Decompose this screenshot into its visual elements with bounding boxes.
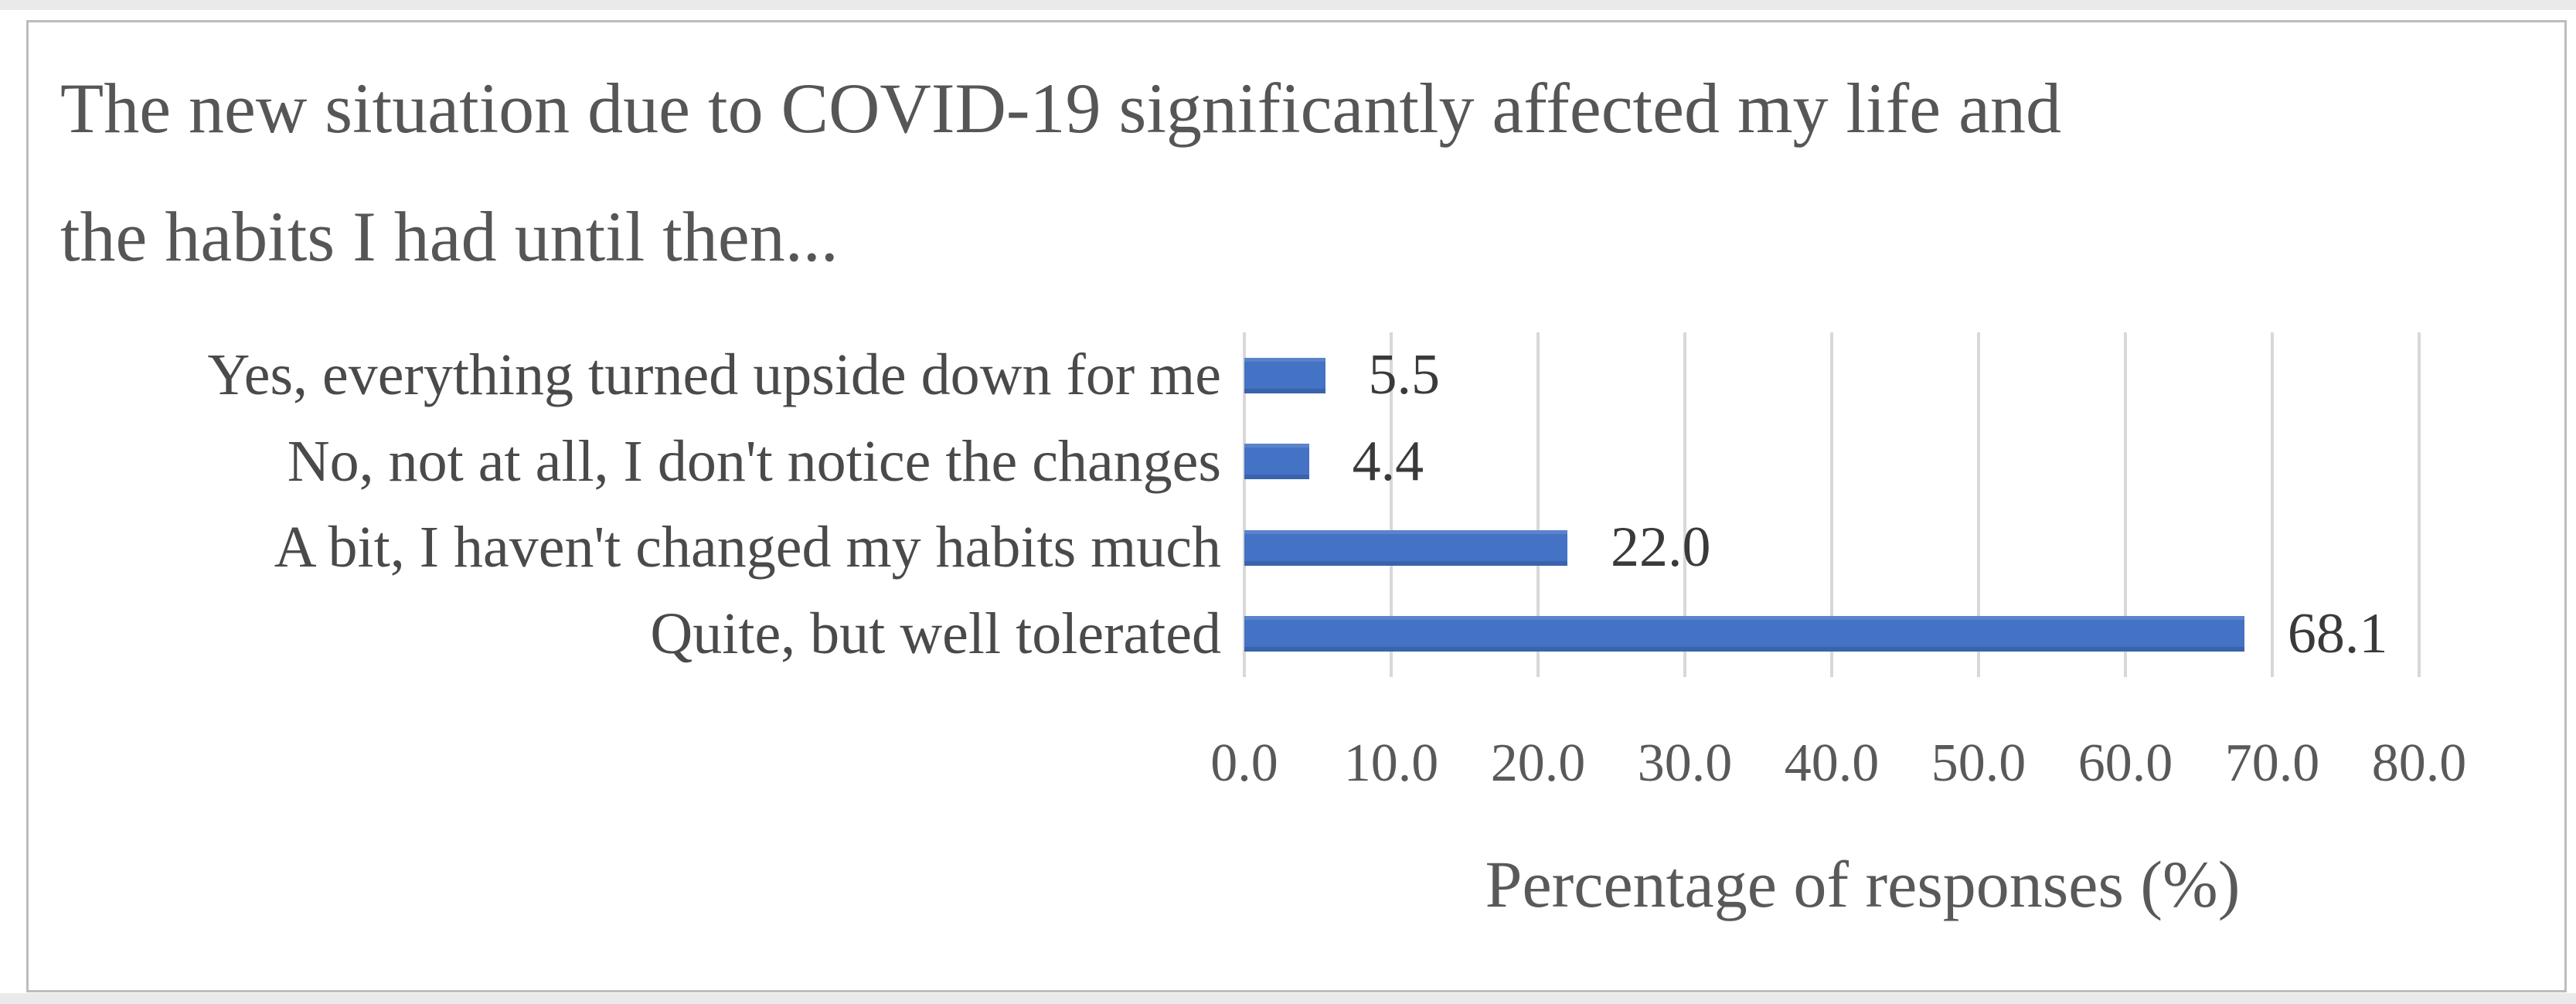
gridline [1243,332,1246,677]
x-tick-label: 70.0 [2224,733,2320,793]
gridline [2418,332,2421,677]
category-label: A bit, I haven't changed my habits much [274,515,1221,580]
x-tick-label: 60.0 [2077,733,2173,793]
gridline [1977,332,1980,677]
value-label: 4.4 [1352,429,1424,493]
bar [1244,616,2244,652]
bars-layer: 5.5 4.4 22.0 68.1 [1244,332,2419,677]
figure-border [26,20,2567,992]
gridline [1683,332,1686,677]
bar [1244,444,1309,480]
bar [1244,357,1325,393]
category-axis-labels: Yes, everything turned upside down for m… [54,332,1221,677]
x-axis-tick-labels: 0.0 10.0 20.0 30.0 40.0 50.0 60.0 70.0 80.0 [1210,733,2466,802]
x-axis-title: Percentage of responses (%) [1485,847,2241,921]
plot-area: 5.5 4.4 22.0 68.1 [1243,332,2421,677]
page-top-strip [0,0,2576,10]
gridline [2124,332,2127,677]
x-tick-label: 80.0 [2371,733,2467,793]
gridline [1390,332,1393,677]
gridline [1536,332,1540,677]
bar-row: 5.5 [1244,332,2419,419]
page-bottom-strip [0,993,2576,1004]
x-tick-label: 0.0 [1210,733,1278,793]
value-label: 5.5 [1368,343,1441,407]
x-tick-label: 20.0 [1490,733,1586,793]
bar [1244,529,1567,566]
bar-row: 4.4 [1244,419,2419,505]
value-label: 68.1 [2287,601,2388,665]
x-tick-label: 50.0 [1931,733,2026,793]
category-label: Yes, everything turned upside down for m… [207,342,1221,408]
x-tick-label: 10.0 [1343,733,1439,793]
x-tick-label: 30.0 [1637,733,1733,793]
bar-row: 22.0 [1244,505,2419,591]
category-label: Quite, but well tolerated [650,601,1221,666]
category-label: No, not at all, I don't notice the chang… [287,428,1221,494]
x-tick-label: 40.0 [1784,733,1880,793]
chart-title: The new situation due to COVID-19 signif… [60,69,2061,276]
gridline [2271,332,2274,677]
gridline [1830,332,1833,677]
value-label: 22.0 [1611,516,1711,580]
bar-row: 68.1 [1244,591,2419,678]
